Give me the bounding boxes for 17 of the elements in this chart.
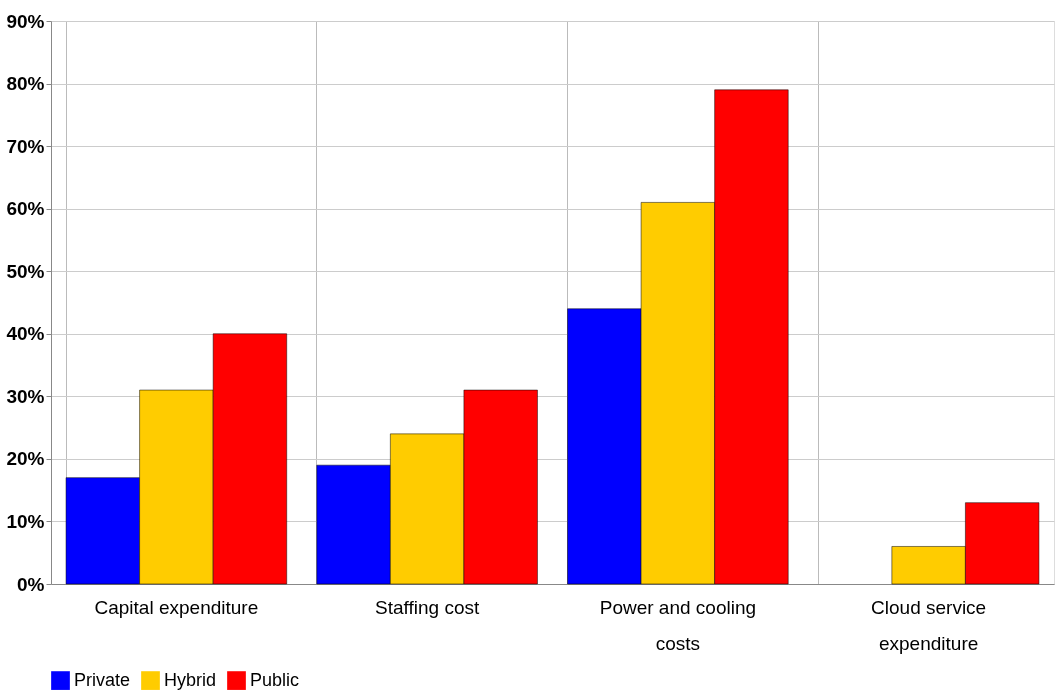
legend-label: Private — [74, 669, 131, 690]
x-tick-label: Power and cooling costs — [599, 596, 757, 654]
x-tick-label: Capital expenditure — [94, 596, 259, 618]
x-tick-label: Staffing cost — [375, 596, 480, 618]
y-tick-label: 20% — [6, 448, 45, 470]
y-tick-label: 70% — [6, 135, 45, 157]
y-tick-label: 30% — [6, 385, 45, 407]
y-tick-label: 40% — [6, 323, 45, 345]
y-tick-label: 90% — [6, 10, 45, 32]
y-tick-label: 10% — [6, 510, 45, 532]
legend-label: Public — [250, 669, 300, 690]
y-tick-label: 50% — [6, 260, 45, 282]
y-tick-label: 80% — [6, 73, 45, 95]
x-tick-label: Cloud service expenditure — [871, 596, 987, 654]
y-tick-label: 60% — [6, 198, 45, 220]
legend-label: Hybrid — [164, 669, 217, 690]
y-tick-label: 0% — [17, 573, 45, 595]
